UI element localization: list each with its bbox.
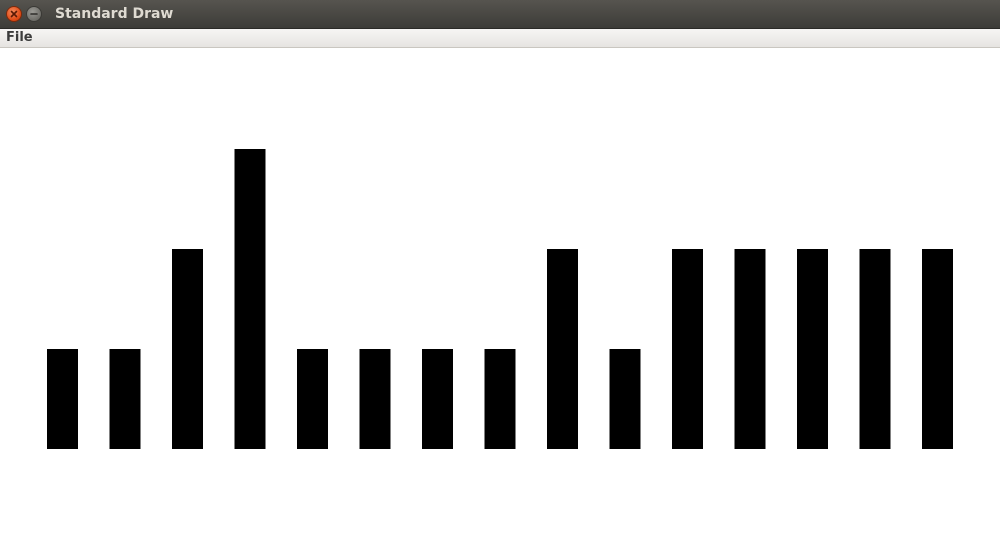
bar-4 (234, 149, 266, 449)
bar-1 (47, 349, 78, 449)
menu-item-file[interactable]: File (6, 30, 33, 45)
title-bar[interactable]: Standard Draw (0, 0, 1000, 29)
bar-12 (734, 249, 766, 449)
close-button[interactable] (6, 6, 22, 22)
bar-10 (609, 349, 641, 449)
bar-9 (547, 249, 578, 449)
bar-5 (297, 349, 328, 449)
minimize-icon (30, 13, 38, 15)
bar-15 (922, 249, 953, 449)
close-icon (10, 10, 18, 18)
minimize-button[interactable] (26, 6, 42, 22)
drawing-canvas (0, 48, 1000, 549)
bar-3 (172, 249, 203, 449)
window-title: Standard Draw (55, 6, 174, 22)
bar-2 (109, 349, 141, 449)
bar-chart (47, 149, 953, 449)
bar-6 (359, 349, 391, 449)
bar-14 (859, 249, 891, 449)
bar-7 (422, 349, 453, 449)
bar-11 (672, 249, 703, 449)
menu-bar: File (0, 29, 1000, 48)
bar-8 (484, 349, 516, 449)
bar-13 (797, 249, 828, 449)
